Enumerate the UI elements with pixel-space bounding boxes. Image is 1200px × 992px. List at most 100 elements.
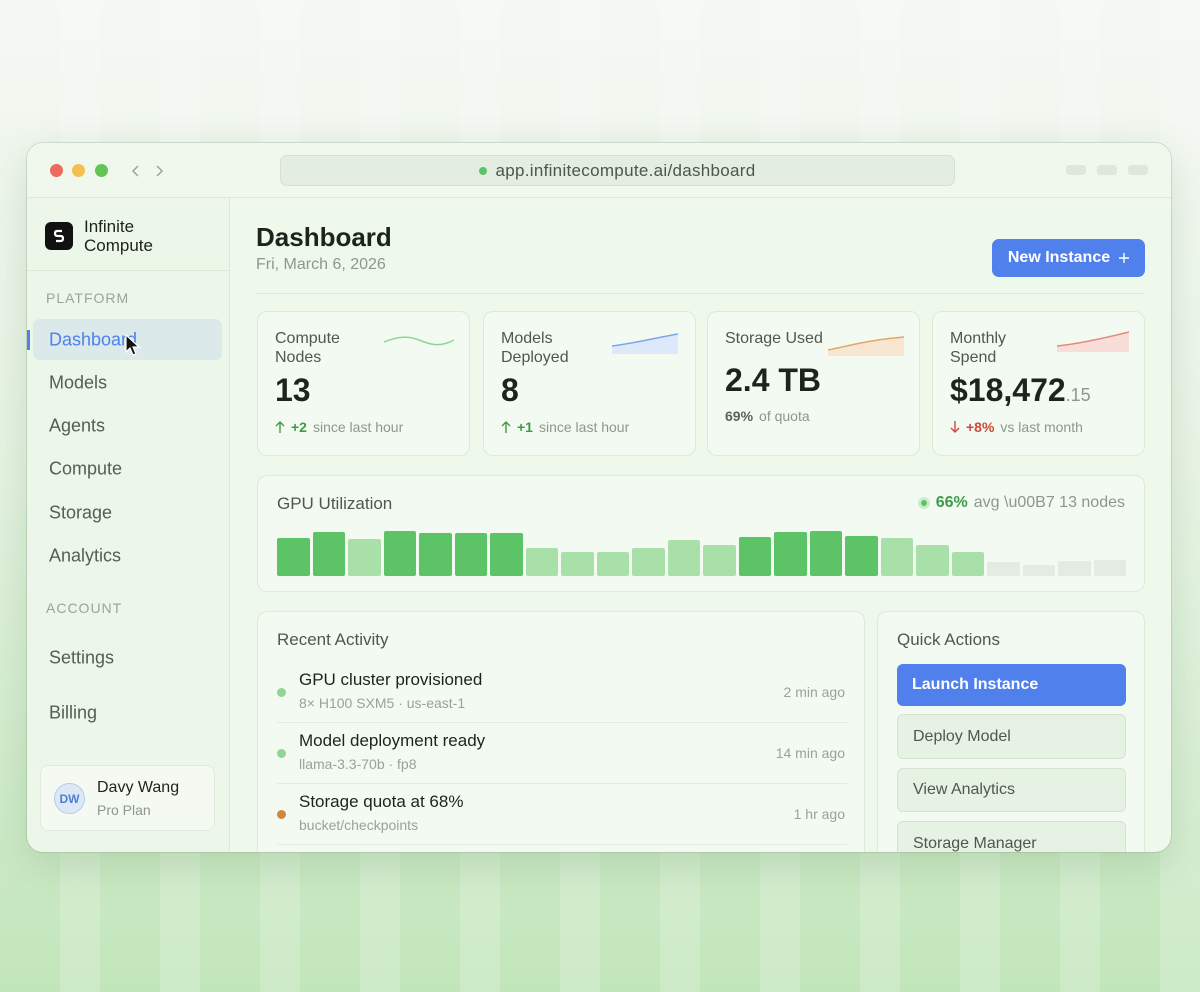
activity-title: GPU cluster provisioned — [299, 670, 483, 689]
bar — [348, 538, 381, 576]
sparkline — [828, 336, 904, 356]
page-title: Dashboard — [256, 222, 392, 252]
browser-window: app.infinitecompute.ai/dashboard Infinit… — [27, 143, 1171, 852]
sparkline — [384, 336, 454, 346]
quick-action-button[interactable]: Launch Instance — [897, 664, 1126, 706]
nav-item[interactable]: Storage — [49, 502, 113, 523]
divider — [27, 270, 230, 271]
stat-cents: .15 — [1065, 385, 1091, 405]
nav-arrows[interactable] — [127, 163, 167, 179]
divider — [256, 293, 1145, 294]
bar — [880, 538, 913, 576]
quick-action-button[interactable]: View Analytics — [897, 768, 1126, 812]
user-plan: Pro Plan — [97, 802, 151, 818]
nav-item[interactable]: Compute — [49, 458, 123, 479]
bar — [738, 536, 771, 576]
quick-actions-card: Quick Actions Launch Instance Deploy Mode… — [877, 611, 1145, 852]
stat-card: Compute Nodes 13 +2 since last hour — [257, 311, 470, 456]
nav-item[interactable]: Settings — [49, 647, 115, 668]
quick-action-button[interactable]: Deploy Model — [897, 714, 1126, 759]
sparkline — [1057, 331, 1129, 352]
bar — [667, 539, 700, 576]
bar — [525, 548, 558, 576]
bar — [774, 532, 807, 576]
sidebar: Infinite Compute DW Davy Wang Pro Plan P… — [27, 198, 230, 852]
minimize-button[interactable] — [72, 164, 85, 177]
nav-item[interactable]: Agents — [49, 415, 106, 436]
section-title: ACCOUNT — [46, 600, 123, 616]
stat-delta: +2 — [291, 419, 307, 435]
stat-delta: +8% — [966, 419, 995, 435]
url: app.infinitecompute.ai/dashboard — [495, 160, 756, 180]
brand: Infinite Compute — [84, 217, 153, 255]
status-dot — [277, 810, 286, 819]
status-dot — [277, 688, 286, 697]
bar — [987, 562, 1020, 576]
card-title: Recent Activity — [277, 630, 389, 649]
divider — [277, 844, 847, 845]
status-dot — [277, 749, 286, 758]
stat-value: 13 — [275, 372, 311, 408]
divider — [277, 722, 847, 723]
url-bar[interactable]: app.infinitecompute.ai/dashboard — [280, 155, 955, 186]
stat-label: Storage Used — [725, 330, 823, 347]
stat-value: 2.4 TB — [725, 362, 822, 398]
nav-item[interactable]: Dashboard — [49, 329, 138, 350]
stat-label: Monthly Spend — [950, 330, 1007, 366]
stat-note: since last hour — [538, 419, 630, 435]
toolbar-icon[interactable] — [1128, 165, 1148, 175]
bar — [809, 531, 842, 576]
card-title: Quick Actions — [897, 630, 1000, 649]
bar — [1058, 561, 1091, 576]
activity-detail: 8× H100 SXM5 · us-east-1 — [299, 695, 466, 711]
stat-label: Models Deployed — [501, 330, 569, 366]
stat-note: of quota — [759, 408, 810, 424]
stat-label: Compute Nodes — [275, 330, 340, 366]
bar — [277, 537, 310, 576]
bar — [383, 531, 416, 576]
plus-icon — [1119, 253, 1130, 263]
up-arrow — [275, 421, 285, 433]
bar — [703, 545, 736, 576]
bar — [951, 552, 984, 576]
nav-item[interactable]: Models — [49, 372, 108, 393]
down-arrow — [950, 421, 960, 433]
gpu-avg: 66% — [935, 494, 968, 511]
status-dot — [917, 497, 930, 509]
activity-title: Model deployment ready — [299, 731, 486, 750]
activity-detail: bucket/checkpoints — [299, 817, 419, 833]
user-name: Davy Wang — [97, 779, 180, 796]
section-title: PLATFORM — [46, 290, 130, 306]
gpu-note: avg \u00B7 13 nodes — [973, 494, 1125, 511]
avatar: DW — [54, 783, 85, 814]
activity-time: 14 min ago — [775, 745, 845, 761]
nav-item[interactable]: Analytics — [49, 545, 122, 566]
stat-card: Storage Used 2.4 TB 69% of quota — [707, 311, 920, 456]
toolbar-icon[interactable] — [1066, 165, 1086, 175]
maximize-button[interactable] — [95, 164, 108, 177]
gpu-card: GPU Utilization 66% avg \u00B7 13 nodes — [257, 475, 1145, 592]
bar — [419, 533, 452, 576]
bar — [490, 533, 523, 576]
nav-item[interactable]: Billing — [49, 702, 98, 723]
bar — [454, 533, 487, 576]
quick-action-button[interactable]: Storage Manager — [897, 821, 1126, 852]
toolbar-icon[interactable] — [1097, 165, 1117, 175]
close-button[interactable] — [50, 164, 63, 177]
sparkline — [612, 333, 678, 354]
activity-detail: llama-3.3-70b · fp8 — [299, 756, 417, 772]
card-title: GPU Utilization — [277, 494, 393, 513]
stat-card: Monthly Spend $18,472.15 +8% vs last mont… — [932, 311, 1145, 456]
user-card[interactable]: DW Davy Wang Pro Plan — [40, 765, 215, 831]
page-date: Fri, March 6, 2026 — [256, 256, 386, 273]
stat-card: Models Deployed 8 +1 since last hour — [483, 311, 696, 456]
bar-chart — [277, 528, 1126, 576]
bar — [632, 548, 665, 576]
bar — [1093, 560, 1126, 576]
new-instance-button[interactable]: New Instance — [992, 239, 1145, 277]
bar — [561, 552, 594, 576]
secure-dot — [479, 166, 488, 175]
bar — [845, 535, 878, 576]
activity-card: Recent Activity GPU cluster provisioned 8… — [257, 611, 865, 852]
